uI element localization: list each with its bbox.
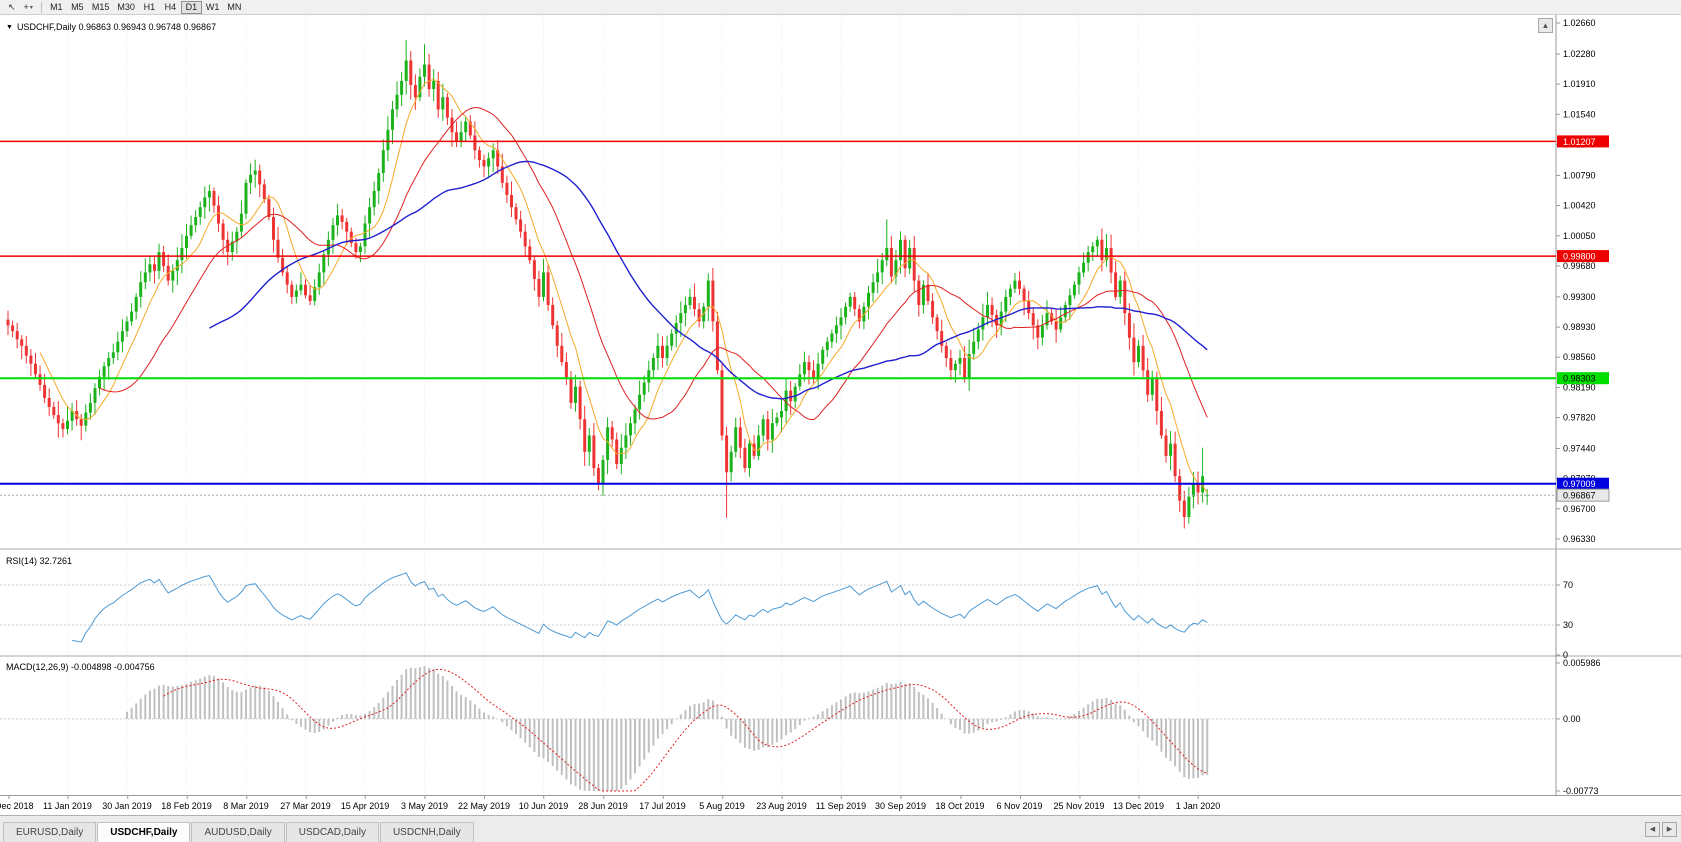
svg-text:0.99800: 0.99800 [1563,252,1596,262]
svg-text:0.98190: 0.98190 [1563,382,1596,392]
tab-eurusd-daily[interactable]: EURUSD,Daily [3,822,97,842]
resistance-line-lower-tag [1557,250,1609,263]
symbol-dropdown-icon[interactable]: ▼ [6,23,13,31]
svg-text:0.96867: 0.96867 [1563,491,1596,501]
timeframe-mn-button[interactable]: MN [223,1,245,14]
date-label: 30 Sep 2019 [874,796,927,811]
tab-scroll-left-button[interactable]: ◀ [1645,822,1660,837]
toolbar: ↖ + ▾ M1 M5 M15 M30 H1 H4 D1 W1 MN [0,0,1681,15]
timeframe-d1-button[interactable]: D1 [180,0,202,14]
macd-indicator-label: MACD(12,26,9) -0.004898 -0.004756 [6,662,155,672]
mid-ma-line [99,106,1208,421]
date-label: 22 May 2019 [457,796,511,811]
candles [6,40,1209,529]
chevron-down-icon: ▾ [29,4,33,11]
chart-area[interactable]: 1.026601.022801.019101.015401.011701.007… [0,15,1681,795]
svg-text:30: 30 [1563,620,1573,630]
svg-text:-0.00773: -0.00773 [1563,786,1599,795]
grid-lines [7,15,1199,795]
svg-text:1.00420: 1.00420 [1563,201,1596,211]
svg-text:0.99300: 0.99300 [1563,292,1596,302]
timeframe-h4-button[interactable]: H4 [160,1,181,14]
current-price-line-tag [1556,488,1610,502]
svg-text:1.02280: 1.02280 [1563,49,1596,59]
timeframe-m5-button[interactable]: M5 [67,1,88,14]
date-label: 8 Mar 2019 [223,796,269,811]
date-label: 28 Jun 2019 [578,796,628,811]
cursor-icon: ↖ [8,1,16,12]
svg-text:0.97820: 0.97820 [1563,413,1596,423]
timeframe-m30-button[interactable]: M30 [113,1,139,14]
svg-text:1.01540: 1.01540 [1563,109,1596,119]
svg-text:0.00: 0.00 [1563,714,1581,724]
timeframe-w1-button[interactable]: W1 [202,1,224,14]
rsi-indicator-label: RSI(14) 32.7261 [6,556,73,566]
tab-scroll-controls: ◀ ▶ [1645,822,1677,837]
svg-text:0.96700: 0.96700 [1563,504,1596,514]
svg-text:0.96330: 0.96330 [1563,534,1596,544]
date-label: 25 Nov 2019 [1053,796,1105,811]
fast-ma-line [39,78,1208,493]
date-label: 1 Jan 2020 [1175,796,1221,811]
svg-text:0.005986: 0.005986 [1563,658,1601,668]
date-label: 6 Nov 2019 [996,796,1043,811]
svg-text:0.97009: 0.97009 [1563,479,1596,489]
date-label: 11 Jan 2019 [43,796,92,811]
date-axis: 24 Dec 2018 11 Jan 2019 30 Jan 2019 18 Feb … [0,795,1681,815]
svg-text:0.97440: 0.97440 [1563,444,1596,454]
date-label: 5 Aug 2019 [699,796,745,811]
svg-text:0: 0 [1563,650,1568,660]
support-line-blue-tag [1557,477,1609,490]
price-chart-canvas[interactable]: 1.026601.022801.019101.015401.011701.007… [0,15,1681,795]
svg-text:0.98560: 0.98560 [1563,352,1596,362]
cursor-tool-button[interactable]: ↖ [4,1,20,14]
svg-text:1.00790: 1.00790 [1563,170,1596,180]
support-line-green-tag [1557,372,1609,385]
price-axis[interactable]: 1.026601.022801.019101.015401.011701.007… [1555,15,1601,795]
macd-panel [0,666,1556,792]
crosshair-tool-button[interactable]: + ▾ [20,1,37,14]
date-label: 11 Sep 2019 [815,796,867,811]
level-lines[interactable]: 1.01207 0.99800 0.98303 0.97009 0.96867 [0,135,1610,502]
timeframe-m1-button[interactable]: M1 [46,1,67,14]
svg-text:70: 70 [1563,580,1573,590]
svg-text:0.99680: 0.99680 [1563,261,1596,271]
date-label: 15 Apr 2019 [340,796,390,811]
timeframe-h1-button[interactable]: H1 [139,1,160,14]
symbol-ohlc-text: USDCHF,Daily 0.96863 0.96943 0.96748 0.9… [16,22,217,32]
tab-audusd-daily[interactable]: AUDUSD,Daily [191,822,285,842]
tab-usdchf-daily[interactable]: USDCHF,Daily [97,822,191,842]
scroll-up-button[interactable]: ▲ [1538,18,1553,33]
date-label: 24 Dec 2018 [0,796,34,811]
svg-text:1.01910: 1.01910 [1563,79,1596,89]
tab-usdcad-daily[interactable]: USDCAD,Daily [285,822,379,842]
chart-tab-bar: EURUSD,Daily USDCHF,Daily AUDUSD,Daily U… [0,815,1681,842]
date-label: 23 Aug 2019 [756,796,807,811]
panel-dividers [0,548,1681,657]
tab-usdcnh-daily[interactable]: USDCNH,Daily [379,822,474,842]
tab-scroll-right-button[interactable]: ▶ [1662,822,1677,837]
date-label: 10 Jun 2019 [518,796,569,811]
date-label: 17 Jul 2019 [639,796,686,811]
chart-title: ▼ USDCHF,Daily 0.96863 0.96943 0.96748 0… [6,22,216,32]
date-label: 18 Feb 2019 [161,796,212,811]
timeframe-m15-button[interactable]: M15 [88,1,114,14]
date-label: 30 Jan 2019 [102,796,152,811]
svg-text:0.98930: 0.98930 [1563,322,1596,332]
date-label: 18 Oct 2019 [935,796,985,811]
crosshair-icon: + [23,2,29,12]
toolbar-separator [40,1,42,13]
date-label: 27 Mar 2019 [280,796,331,811]
svg-text:1.01207: 1.01207 [1563,137,1596,147]
slow-ma-line [209,160,1208,400]
rsi-panel [0,572,1556,643]
date-label: 13 Dec 2019 [1112,796,1165,811]
svg-text:0.98303: 0.98303 [1563,374,1596,384]
svg-text:1.02660: 1.02660 [1563,18,1596,28]
resistance-line-upper-tag [1557,135,1609,148]
svg-text:1.00050: 1.00050 [1563,231,1596,241]
date-label: 3 May 2019 [400,796,449,811]
